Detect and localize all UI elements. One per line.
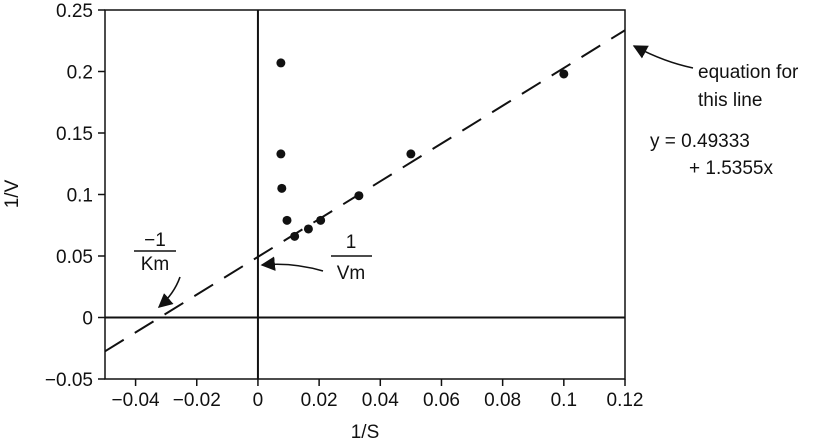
x-tick-label: 0.06	[423, 390, 460, 411]
x-tick-label: −0.04	[112, 390, 161, 411]
equation-label-line1: equation for	[698, 62, 799, 83]
x-tick-label: 0	[253, 390, 264, 411]
vm-denominator: Vm	[337, 263, 366, 284]
y-tick-label: 0.05	[56, 247, 93, 268]
data-point	[282, 215, 292, 225]
x-tick-label: 0.1	[551, 390, 577, 411]
y-axis-label: 1/V	[2, 179, 23, 208]
y-tick-group: −0.05 0 0.05 0.1 0.15 0.2 0.25	[45, 1, 105, 391]
y-tick-label: 0.25	[56, 1, 93, 22]
x-tick-label: −0.02	[173, 390, 221, 411]
km-arrow	[157, 276, 181, 308]
data-point	[354, 191, 364, 201]
y-tick-label: −0.05	[45, 370, 93, 391]
equation-line1: y = 0.49333	[650, 131, 750, 152]
x-tick-label: 0.12	[607, 390, 644, 411]
x-tick-label: 0.02	[301, 390, 338, 411]
data-point	[277, 183, 287, 193]
plot-frame	[104, 9, 626, 380]
km-denominator: Km	[141, 254, 170, 275]
x-tick-label: 0.08	[484, 390, 521, 411]
vm-arrow	[260, 256, 324, 272]
data-point	[290, 231, 300, 241]
vm-numerator: 1	[346, 232, 357, 253]
y-tick-label: 0.2	[67, 63, 93, 84]
data-point	[559, 69, 569, 79]
fit-line	[104, 29, 626, 353]
km-numerator: −1	[144, 230, 166, 251]
data-point	[316, 215, 326, 225]
data-point	[276, 149, 286, 159]
equation-label-line2: this line	[698, 90, 762, 111]
data-point	[303, 224, 313, 234]
data-point	[406, 149, 416, 159]
data-point	[276, 58, 286, 68]
y-tick-label: 0.1	[67, 186, 93, 207]
equation-arrow	[632, 45, 694, 69]
data-points	[276, 58, 569, 241]
y-tick-label: 0	[82, 309, 93, 330]
equation-line2: + 1.5355x	[689, 158, 773, 179]
x-tick-group: −0.04 −0.02 0 0.02 0.04 0.06 0.08 0.1 0.12	[112, 379, 644, 411]
y-tick-label: 0.15	[56, 124, 93, 145]
x-axis-label: 1/S	[351, 422, 380, 443]
x-tick-label: 0.04	[362, 390, 399, 411]
